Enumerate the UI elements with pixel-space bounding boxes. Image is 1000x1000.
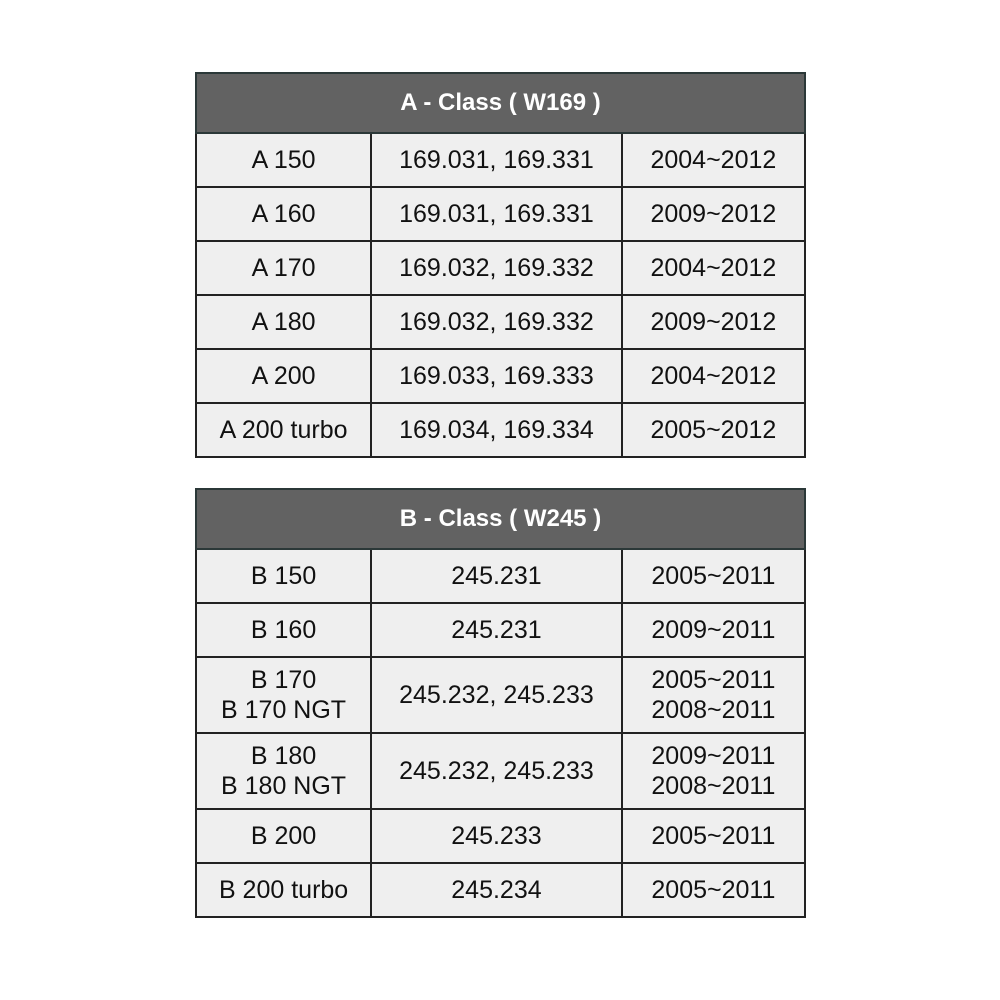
- cell-line: 169.031, 169.331: [399, 146, 594, 174]
- cell-line: 2005~2011: [651, 876, 776, 904]
- years-cell: 2005~2012: [620, 402, 807, 458]
- years-cell: 2009~2012: [620, 294, 807, 350]
- cell-line: B 180: [250, 742, 317, 770]
- cell-line: 2005~2011: [651, 822, 776, 850]
- cell-line: B 160: [250, 616, 317, 644]
- cell-line: 245.231: [451, 616, 542, 644]
- years-cell: 2009~2011: [620, 602, 807, 658]
- cell-line: B 180 NGT: [221, 772, 347, 800]
- cell-line: 2005~2011: [651, 562, 776, 590]
- model-cell: A 200 turbo: [194, 402, 373, 458]
- table-row: B 150 245.231 2005~2011: [194, 548, 807, 604]
- cell-line: 169.034, 169.334: [399, 416, 594, 444]
- cell-line: 2004~2012: [650, 362, 777, 390]
- cell-line: A 150: [251, 146, 316, 174]
- cell-line: A 160: [251, 200, 316, 228]
- cell-line: A 180: [251, 308, 316, 336]
- a-class-table: A - Class ( W169 ) A 150 169.031, 169.331…: [194, 72, 807, 458]
- table-row: B 200 turbo 245.234 2005~2011: [194, 862, 807, 918]
- type-code-cell: 245.231: [370, 548, 623, 604]
- cell-line: 169.032, 169.332: [399, 254, 594, 282]
- years-cell: 2005~2011: [620, 808, 807, 864]
- years-cell: 2009~2012: [620, 186, 807, 242]
- model-cell: B 180 B 180 NGT: [194, 732, 373, 810]
- type-code-cell: 169.032, 169.332: [370, 240, 623, 296]
- cell-line: 2009~2011: [651, 616, 776, 644]
- table-row: B 200 245.233 2005~2011: [194, 808, 807, 864]
- type-code-cell: 169.033, 169.333: [370, 348, 623, 404]
- type-code-cell: 169.034, 169.334: [370, 402, 623, 458]
- cell-line: B 170: [250, 666, 317, 694]
- model-cell: A 160: [194, 186, 373, 242]
- cell-line: 2008~2011: [651, 696, 776, 724]
- cell-line: B 150: [250, 562, 317, 590]
- table-row: A 200 169.033, 169.333 2004~2012: [194, 348, 807, 404]
- table-row: B 160 245.231 2009~2011: [194, 602, 807, 658]
- years-cell: 2004~2012: [620, 348, 807, 404]
- table-title: B - Class ( W245 ): [195, 488, 806, 550]
- model-cell: B 200: [194, 808, 373, 864]
- table-row: A 170 169.032, 169.332 2004~2012: [194, 240, 807, 296]
- cell-line: A 200 turbo: [219, 416, 348, 444]
- cell-line: 2009~2012: [650, 200, 777, 228]
- type-code-cell: 169.031, 169.331: [370, 186, 623, 242]
- type-code-cell: 245.232, 245.233: [370, 732, 623, 810]
- type-code-cell: 245.234: [370, 862, 623, 918]
- type-code-cell: 169.032, 169.332: [370, 294, 623, 350]
- cell-line: 2008~2011: [651, 772, 776, 800]
- cell-line: 169.031, 169.331: [399, 200, 594, 228]
- model-cell: B 150: [194, 548, 373, 604]
- table-row: A 200 turbo 169.034, 169.334 2005~2012: [194, 402, 807, 458]
- table-row: A 150 169.031, 169.331 2004~2012: [194, 132, 807, 188]
- cell-line: 2004~2012: [650, 254, 777, 282]
- table-row: B 180 B 180 NGT 245.232, 245.233 2009~2011 2…: [194, 732, 807, 810]
- years-cell: 2005~2011 2008~2011: [620, 656, 807, 734]
- type-code-cell: 245.233: [370, 808, 623, 864]
- model-cell: A 170: [194, 240, 373, 296]
- table-row: A 180 169.032, 169.332 2009~2012: [194, 294, 807, 350]
- table-title: A - Class ( W169 ): [195, 72, 806, 134]
- cell-line: 169.032, 169.332: [399, 308, 594, 336]
- years-cell: 2005~2011: [620, 862, 807, 918]
- cell-line: 2009~2011: [651, 742, 776, 770]
- years-cell: 2004~2012: [620, 240, 807, 296]
- table-row: A 160 169.031, 169.331 2009~2012: [194, 186, 807, 242]
- years-cell: 2005~2011: [620, 548, 807, 604]
- model-cell: B 200 turbo: [194, 862, 373, 918]
- cell-line: 245.231: [451, 562, 542, 590]
- cell-line: 245.233: [451, 822, 542, 850]
- cell-line: B 200: [250, 822, 317, 850]
- cell-line: 2005~2012: [650, 416, 777, 444]
- cell-line: A 170: [251, 254, 316, 282]
- cell-line: 169.033, 169.333: [399, 362, 594, 390]
- cell-line: 245.232, 245.233: [399, 757, 594, 785]
- cell-line: B 170 NGT: [221, 696, 347, 724]
- cell-line: B 200 turbo: [218, 876, 349, 904]
- model-cell: A 200: [194, 348, 373, 404]
- model-cell: B 160: [194, 602, 373, 658]
- cell-line: A 200: [251, 362, 316, 390]
- cell-line: 2005~2011: [651, 666, 776, 694]
- cell-line: 245.234: [451, 876, 542, 904]
- model-cell: A 150: [194, 132, 373, 188]
- b-class-table: B - Class ( W245 ) B 150 245.231 2005~2011…: [194, 488, 807, 918]
- type-code-cell: 245.232, 245.233: [370, 656, 623, 734]
- model-cell: A 180: [194, 294, 373, 350]
- cell-line: 2004~2012: [650, 146, 777, 174]
- type-code-cell: 169.031, 169.331: [370, 132, 623, 188]
- years-cell: 2004~2012: [620, 132, 807, 188]
- years-cell: 2009~2011 2008~2011: [620, 732, 807, 810]
- cell-line: 245.232, 245.233: [399, 681, 594, 709]
- model-cell: B 170 B 170 NGT: [194, 656, 373, 734]
- type-code-cell: 245.231: [370, 602, 623, 658]
- cell-line: 2009~2012: [650, 308, 777, 336]
- table-row: B 170 B 170 NGT 245.232, 245.233 2005~2011 2…: [194, 656, 807, 734]
